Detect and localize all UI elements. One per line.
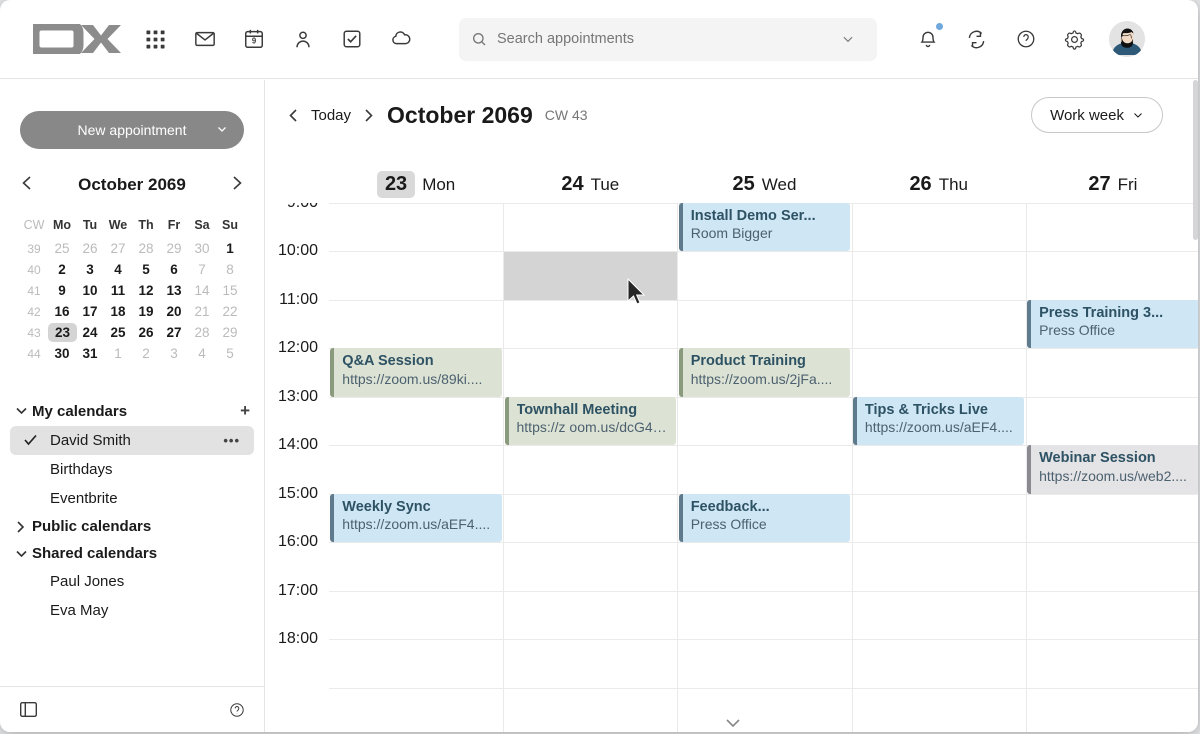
- svg-text:9: 9: [251, 36, 256, 45]
